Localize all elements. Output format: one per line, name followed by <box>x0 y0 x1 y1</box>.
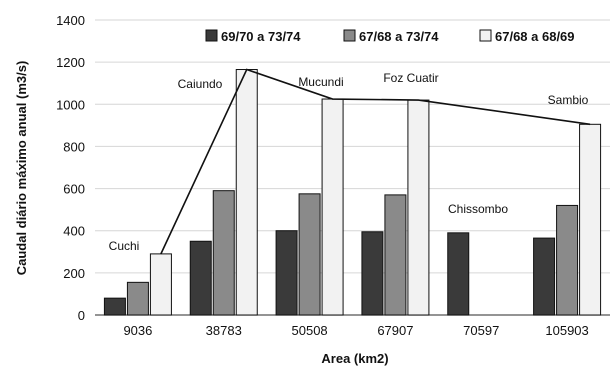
envelope-line-group <box>160 68 591 255</box>
legend: 69/70 a 73/74 67/68 a 73/74 67/68 a 68/69 <box>205 29 575 44</box>
envelope-line <box>160 68 591 255</box>
y-tick-label: 1000 <box>56 97 85 112</box>
y-tick-label: 0 <box>78 308 85 323</box>
bar <box>556 204 579 316</box>
x-tick-label: 67907 <box>377 323 413 338</box>
bar <box>447 232 470 316</box>
y-tick-label: 1400 <box>56 13 85 28</box>
x-tick-label: 50508 <box>292 323 328 338</box>
legend-label: 67/68 a 68/69 <box>495 29 575 44</box>
legend-label: 67/68 a 73/74 <box>359 29 439 44</box>
y-tick-label: 600 <box>63 182 85 197</box>
bar <box>579 123 602 316</box>
bars <box>103 69 602 316</box>
station-annotation: Cuchi <box>109 239 140 253</box>
bar <box>212 190 235 316</box>
x-tick-label: 105903 <box>545 323 588 338</box>
bar <box>321 98 344 316</box>
gridlines <box>95 19 610 316</box>
bar <box>103 297 126 316</box>
x-tick-label: 70597 <box>463 323 499 338</box>
y-tick-label: 1200 <box>56 55 85 70</box>
x-tick-label: 9036 <box>123 323 152 338</box>
legend-label: 69/70 a 73/74 <box>221 29 301 44</box>
bar <box>149 253 172 316</box>
bar <box>533 237 556 316</box>
station-annotation: Foz Cuatir <box>383 71 438 85</box>
y-tick-label: 400 <box>63 224 85 239</box>
bar <box>298 193 321 316</box>
bar <box>384 194 407 316</box>
station-annotation: Mucundi <box>298 75 343 89</box>
station-annotation: Chissombo <box>448 202 508 216</box>
station-annotation: Sambio <box>548 93 589 107</box>
bar <box>126 281 149 316</box>
y-tick-label: 200 <box>63 266 85 281</box>
bar <box>275 230 298 316</box>
y-axis-title: Caudal diário máximo anual (m3/s) <box>14 61 29 276</box>
axis-ticks: 0 200 400 600 800 1000 1200 1400 9036 38783 50508 6… <box>56 13 589 338</box>
legend-swatch <box>479 29 492 42</box>
station-annotation: Caiundo <box>178 77 223 91</box>
y-tick-label: 800 <box>63 139 85 154</box>
legend-swatch <box>343 29 356 42</box>
bar <box>189 240 212 316</box>
annotations: Cuchi Caiundo Mucundi Foz Cuatir Chissombo Sa… <box>109 71 589 253</box>
bar <box>407 99 430 316</box>
x-tick-label: 38783 <box>206 323 242 338</box>
legend-swatch <box>205 29 218 42</box>
x-axis-title: Area (km2) <box>321 351 388 366</box>
bar <box>235 69 258 316</box>
bar <box>361 231 384 316</box>
